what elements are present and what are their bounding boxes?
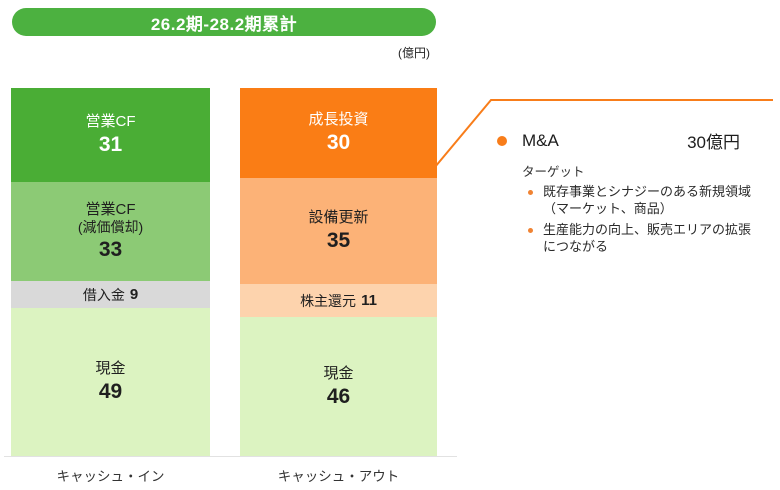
segment-value: 46 — [326, 384, 351, 408]
period-header-label: 26.2期-28.2期累計 — [150, 14, 298, 34]
segment-value: 33 — [98, 237, 123, 261]
segment-label: 設備更新 — [308, 209, 369, 227]
bar-cash-out: 成長投資 30 設備更新 35 株主還元 11 現金 46 — [240, 88, 437, 456]
segment-label: 現金 — [95, 360, 126, 378]
segment-value: 30 — [326, 131, 351, 155]
callout-bullet-item: 生産能力の向上、販売エリアの拡張 につながる — [527, 222, 759, 255]
segment-growth-investment: 成長投資 30 — [240, 88, 437, 179]
bar-cash-in: 営業CF 31 営業CF (減価償却) 33 借入金 9 現金 49 — [11, 88, 210, 456]
segment-borrowings: 借入金 9 — [11, 281, 210, 309]
callout-bullet-item: 既存事業とシナジーのある新規領域 （マーケット、商品） — [527, 184, 759, 217]
callout-item-label: M&A — [522, 130, 559, 150]
unit-label: (億円) — [398, 46, 430, 60]
callout-bullet-text: 生産能力の向上、販売エリアの拡張 につながる — [543, 222, 752, 254]
segment-value: 31 — [98, 132, 123, 156]
callout-bullet-list: 既存事業とシナジーのある新規領域 （マーケット、商品） 生産能力の向上、販売エリ… — [527, 184, 759, 260]
axis-label-cash-out: キャッシュ・アウト — [277, 469, 400, 484]
segment-value: 9 — [129, 286, 139, 304]
segment-label: 現金 — [323, 364, 354, 382]
segment-equipment-renewal: 設備更新 35 — [240, 178, 437, 285]
segment-shareholder-returns: 株主還元 11 — [240, 284, 437, 318]
chart-baseline — [4, 456, 457, 457]
segment-cash-out: 現金 46 — [240, 317, 437, 456]
axis-label-cash-in: キャッシュ・イン — [56, 469, 165, 484]
segment-label: 借入金 — [82, 286, 125, 303]
callout-subtitle: ターゲット — [522, 165, 585, 179]
callout-item-row: M&A 30億円 — [497, 128, 740, 153]
callout-bullet-text: 既存事業とシナジーのある新規領域 （マーケット、商品） — [543, 184, 752, 216]
bullet-dot-icon — [497, 135, 507, 146]
segment-label: 成長投資 — [308, 111, 369, 129]
segment-label: 営業CF — [85, 200, 136, 218]
segment-cash-in: 現金 49 — [11, 308, 210, 456]
segment-operating-cf-depreciation: 営業CF (減価償却) 33 — [11, 181, 210, 282]
stacked-bar-chart: 営業CF 31 営業CF (減価償却) 33 借入金 9 現金 49 成長投資 … — [11, 88, 437, 456]
segment-value: 35 — [326, 229, 351, 253]
small-bullet-icon — [528, 190, 533, 195]
segment-label: 株主還元 — [300, 292, 357, 309]
segment-sublabel: (減価償却) — [77, 218, 144, 235]
period-header-pill: 26.2期-28.2期累計 — [12, 8, 436, 36]
segment-operating-cf: 営業CF 31 — [11, 88, 210, 182]
small-bullet-icon — [528, 228, 533, 233]
callout-item-value: 30億円 — [687, 133, 740, 152]
segment-value: 11 — [361, 292, 377, 310]
segment-value: 49 — [98, 380, 123, 404]
segment-label: 営業CF — [85, 112, 136, 130]
